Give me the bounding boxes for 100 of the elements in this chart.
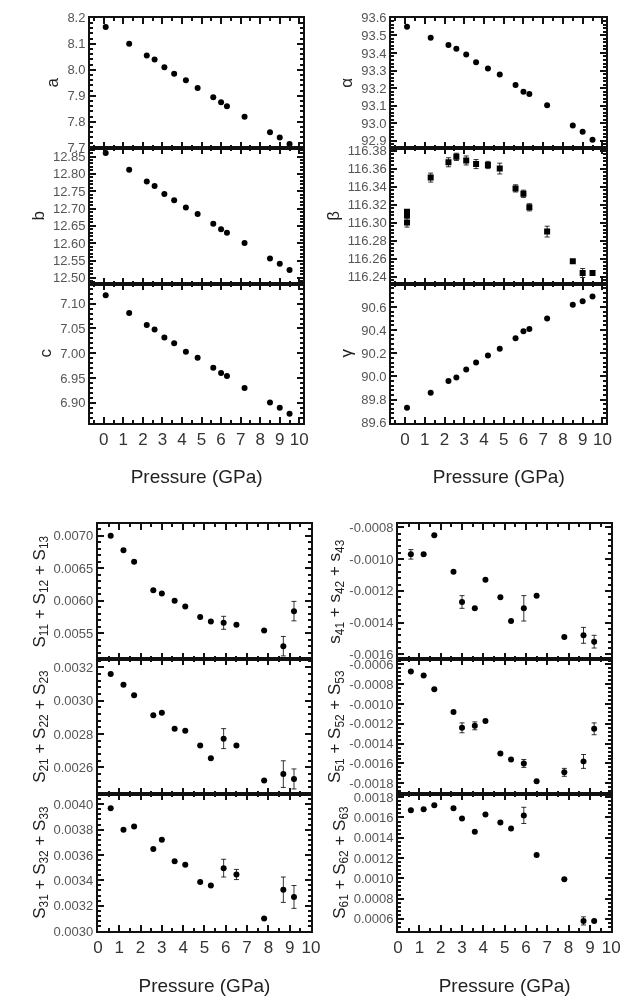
y-tick-label: 116.30 bbox=[347, 215, 387, 231]
x-tick-label: 10 bbox=[592, 430, 612, 450]
x-tick-label: 4 bbox=[479, 430, 489, 450]
y-axis-title: β bbox=[323, 210, 343, 221]
point bbox=[102, 23, 109, 30]
y-tick-label: 7.00 bbox=[60, 345, 86, 361]
x-tick-label: 9 bbox=[275, 430, 285, 450]
y-tick-label: 116.26 bbox=[347, 251, 387, 267]
y-tick-label: 12.60 bbox=[52, 235, 86, 251]
point bbox=[161, 190, 168, 197]
point bbox=[427, 34, 434, 41]
point bbox=[126, 40, 133, 47]
x-tick-label: 0 bbox=[99, 430, 109, 450]
y-tick-label: 0.0065 bbox=[53, 560, 94, 576]
x-tick-label: 9 bbox=[284, 938, 295, 958]
point bbox=[445, 42, 452, 49]
x-tick-label: 4 bbox=[177, 430, 187, 450]
point bbox=[591, 638, 598, 645]
point bbox=[143, 178, 150, 185]
point bbox=[290, 608, 297, 615]
point bbox=[276, 260, 283, 267]
y-tick-label: 0.0026 bbox=[53, 760, 94, 775]
x-tick-label: 0 bbox=[400, 430, 410, 450]
x-tick-label: 0 bbox=[393, 938, 403, 958]
y-tick-label: -0.0018 bbox=[349, 775, 394, 791]
y-tick-label: 6.95 bbox=[60, 370, 86, 386]
point bbox=[194, 211, 201, 218]
y-tick-label: 93.4 bbox=[361, 45, 387, 61]
y-tick-label: 90.6 bbox=[361, 299, 387, 315]
x-tick-label: 2 bbox=[138, 430, 148, 450]
point bbox=[280, 771, 287, 778]
y-tick-label: 93.2 bbox=[361, 80, 387, 96]
y-tick-label: -0.0008 bbox=[349, 676, 394, 692]
point bbox=[569, 122, 576, 129]
x-tick-label: 5 bbox=[199, 938, 210, 958]
point bbox=[220, 865, 227, 872]
point bbox=[280, 886, 287, 893]
point bbox=[484, 352, 491, 359]
y-tick-label: 0.0018 bbox=[353, 789, 394, 805]
y-tick-label: 90.4 bbox=[361, 322, 387, 338]
y-tick-label: 0.0060 bbox=[53, 593, 94, 609]
x-tick-label: 9 bbox=[577, 430, 588, 450]
point bbox=[161, 334, 168, 341]
x-tick-label: 2 bbox=[435, 938, 446, 958]
point bbox=[496, 345, 503, 352]
point bbox=[445, 378, 452, 385]
point bbox=[210, 364, 217, 371]
point bbox=[453, 374, 460, 381]
point bbox=[266, 129, 273, 136]
point bbox=[241, 385, 248, 391]
point bbox=[194, 354, 201, 361]
y-tick-label: 12.75 bbox=[52, 183, 86, 199]
point bbox=[286, 410, 293, 417]
x-tick-label: 3 bbox=[457, 938, 467, 958]
point bbox=[579, 298, 586, 305]
point bbox=[473, 359, 480, 366]
x-tick-label: 3 bbox=[157, 430, 168, 450]
point bbox=[276, 134, 283, 141]
x-tick-label: 7 bbox=[242, 938, 252, 958]
point bbox=[580, 758, 587, 765]
point bbox=[151, 56, 158, 63]
point bbox=[520, 328, 527, 335]
y-tick-label: 0.0038 bbox=[53, 822, 94, 838]
y-tick-label: 12.65 bbox=[52, 218, 86, 234]
y-tick-label: 7.05 bbox=[60, 321, 86, 337]
y-tick-label: 0.0030 bbox=[53, 693, 94, 709]
point bbox=[151, 326, 158, 333]
point bbox=[589, 136, 596, 143]
x-tick-label: 1 bbox=[414, 938, 425, 958]
y-tick-label: 12.55 bbox=[52, 253, 86, 269]
x-tick-label: 6 bbox=[518, 430, 529, 450]
point bbox=[218, 370, 225, 377]
y-tick-label: 90.0 bbox=[361, 368, 387, 384]
y-tick-label: 116.36 bbox=[347, 161, 387, 177]
y-tick-label: 0.0032 bbox=[53, 660, 94, 676]
point bbox=[143, 52, 150, 59]
y-tick-label: 7.9 bbox=[67, 88, 86, 104]
y-axis-title: b bbox=[28, 211, 48, 221]
y-tick-label: 89.8 bbox=[361, 392, 387, 408]
point bbox=[171, 197, 178, 204]
point bbox=[266, 399, 273, 406]
x-tick-label: 8 bbox=[558, 430, 568, 450]
x-axis-title: Pressure (GPa) bbox=[438, 974, 571, 996]
point bbox=[463, 51, 470, 58]
point bbox=[194, 85, 201, 92]
x-tick-label: 3 bbox=[157, 938, 167, 958]
point bbox=[453, 45, 460, 52]
x-tick-label: 10 bbox=[289, 430, 309, 450]
y-tick-label: 0.0036 bbox=[53, 847, 94, 863]
x-tick-label: 6 bbox=[521, 938, 531, 958]
x-tick-label: 1 bbox=[420, 430, 430, 450]
y-tick-label: 116.32 bbox=[347, 197, 387, 213]
x-tick-label: 10 bbox=[301, 938, 321, 958]
point bbox=[126, 310, 133, 317]
y-tick-label: 0.0008 bbox=[353, 891, 394, 907]
point bbox=[526, 90, 533, 97]
point bbox=[143, 321, 150, 328]
y-tick-label: 93.0 bbox=[361, 115, 387, 131]
x-axis-title: Pressure (GPa) bbox=[130, 466, 263, 488]
y-tick-label: -0.0014 bbox=[349, 615, 394, 631]
